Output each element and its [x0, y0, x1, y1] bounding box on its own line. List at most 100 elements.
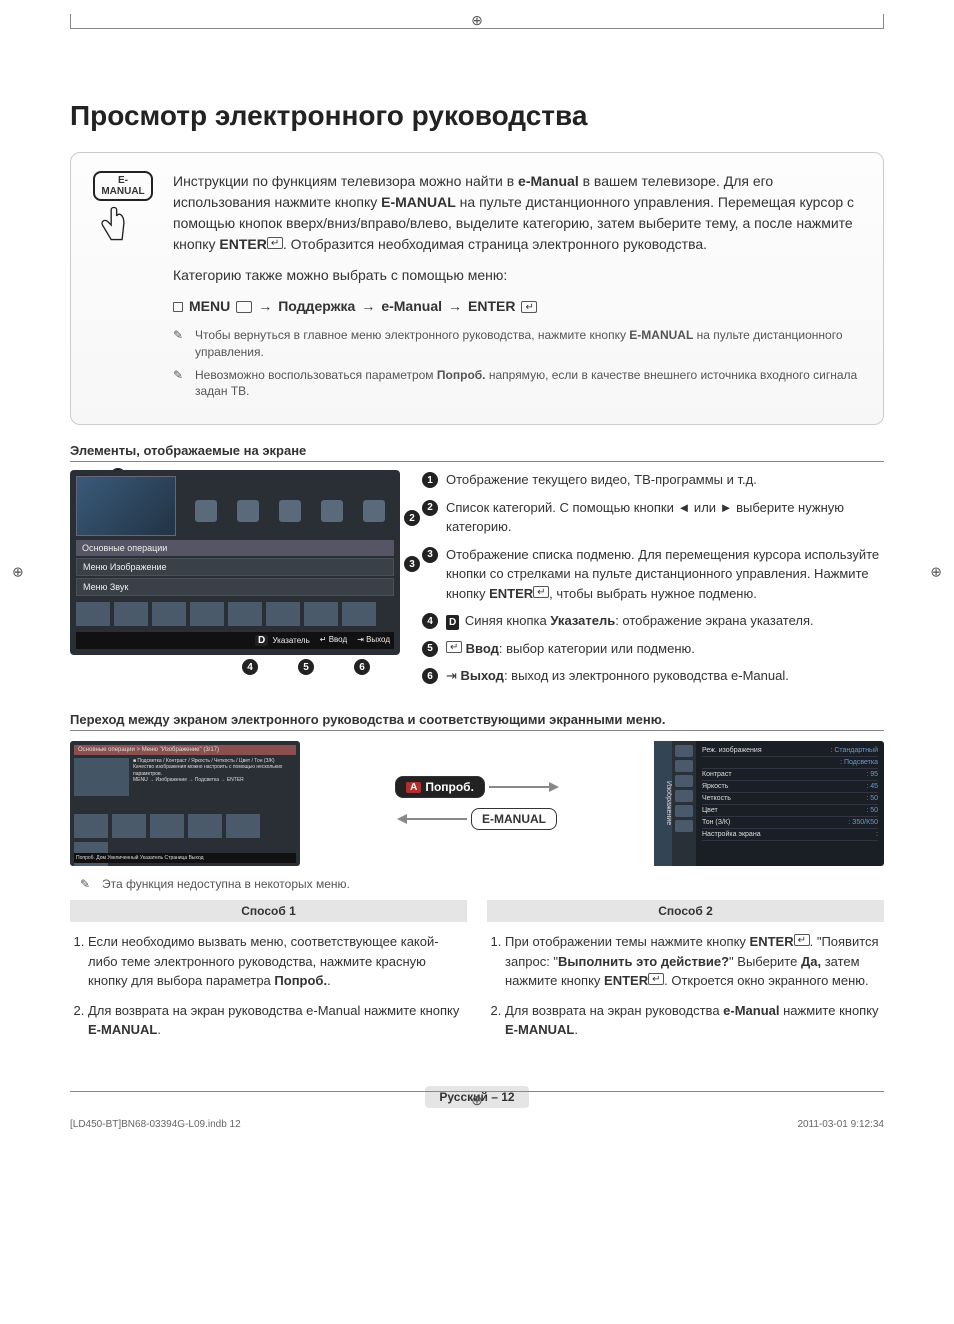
mini-thumb [74, 758, 129, 796]
transition-diagram: Основные операции > Меню "Изображение" (… [70, 741, 884, 866]
legend-text: Отображение текущего видео, ТВ-программы… [446, 470, 757, 490]
try-pill: AПопроб. [395, 776, 485, 798]
enter-icon [521, 301, 537, 313]
note-icon: ✎ [173, 367, 187, 401]
callout-3: 3 [404, 556, 420, 572]
note-3: ✎ Эта функция недоступна в некоторых мен… [80, 876, 884, 893]
text-bold: ENTER [489, 586, 533, 601]
section-transition-heading: Переход между экраном электронного руков… [70, 712, 884, 731]
arrow-left-icon [397, 812, 467, 826]
crop-mark-bottom: ⊕ [471, 1092, 483, 1109]
footer-index: Указатель [272, 636, 309, 645]
arrow: → [258, 296, 272, 317]
method-1: Способ 1 Если необходимо вызвать меню, с… [70, 900, 467, 1050]
emanual-pill: E-MANUAL [471, 808, 557, 830]
note-icon: ✎ [173, 327, 187, 361]
text: Чтобы вернуться в главное меню электронн… [195, 328, 629, 342]
tv-footer-bar: D Указатель ↵ Ввод ⇥ Выход [76, 632, 394, 649]
crop-mark-top: ⊕ [471, 12, 483, 29]
d-badge-icon: D [446, 615, 459, 630]
crop-mark-right: ⊕ [930, 563, 942, 580]
menu-icon [236, 301, 252, 313]
mini-header: Основные операции > Меню "Изображение" (… [74, 745, 296, 755]
text: Категорию также можно выбрать с помощью … [173, 265, 861, 286]
osd-menu-mini-screen: Изображение Реж. изображения: Стандартны… [654, 741, 884, 866]
text: , чтобы выбрать нужное подменю. [549, 586, 757, 601]
intro-box: E-MANUAL Инструкции по функциям телевизо… [70, 152, 884, 425]
tv-category-header: Основные операции [76, 540, 394, 556]
tv-screen-mock: Основные операции Меню Изображение Меню … [70, 470, 400, 655]
tv-menu-item: Меню Звук [76, 578, 394, 596]
a-badge-icon: A [406, 782, 421, 793]
tv-category-icons [190, 500, 390, 522]
arrow-column: AПопроб. E-MANUAL [395, 776, 559, 830]
tv-preview-thumb [76, 476, 176, 536]
menu-path: MENU → Поддержка → e-Manual → ENTER [173, 296, 861, 317]
manual-page: ⊕ ⊕ ⊕ ⊕ Просмотр электронного руководств… [0, 0, 954, 1144]
remote-icon [173, 302, 183, 312]
text: : выбор категории или подменю. [499, 641, 695, 656]
text: Синяя кнопка [465, 613, 550, 628]
tv-thumbnail-strip [76, 602, 394, 626]
emanual-button-label: E-MANUAL [93, 171, 153, 201]
note-1: ✎ Чтобы вернуться в главное меню электро… [173, 327, 861, 361]
arrow: → [361, 296, 375, 317]
menu-side-label: Изображение [654, 741, 672, 866]
method-2-step-1: При отображении темы нажмите кнопку ENTE… [505, 932, 884, 991]
menu-settings-list: Реж. изображения: Стандартный: Подсветка… [696, 741, 884, 866]
enter-label: ENTER [468, 296, 515, 317]
text: Эта функция недоступна в некоторых меню. [102, 876, 350, 893]
enter-icon [648, 973, 664, 985]
legend-list: 1 Отображение текущего видео, ТВ-программ… [422, 470, 884, 694]
text: Инструкции по функциям телевизора можно … [173, 173, 518, 189]
text: Невозможно воспользоваться параметром [195, 368, 437, 382]
enter-icon [446, 641, 462, 653]
arrow-right-icon [489, 780, 559, 794]
method-2: Способ 2 При отображении темы нажмите кн… [487, 900, 884, 1050]
footer-enter: Ввод [329, 635, 347, 644]
callout-2: 2 [404, 510, 420, 526]
cut-tick [883, 14, 884, 28]
note-icon: ✎ [80, 876, 94, 893]
emanual-label: e-Manual [381, 296, 442, 317]
cut-tick [70, 14, 71, 28]
text: . Отобразится необходимая страница элект… [283, 236, 707, 252]
crop-mark-left: ⊕ [12, 563, 24, 580]
enter-icon [794, 934, 810, 946]
text-bold: Выход [461, 668, 504, 683]
method-1-step-1: Если необходимо вызвать меню, соответств… [88, 932, 467, 991]
method-2-step-2: Для возврата на экран руководства e-Manu… [505, 1001, 884, 1040]
text-bold: Указатель [550, 613, 615, 628]
print-timestamp: 2011-03-01 9:12:34 [797, 1119, 884, 1130]
page-title: Просмотр электронного руководства [70, 100, 884, 132]
enter-icon [267, 237, 283, 249]
legend-num: 2 [422, 500, 438, 516]
mini-footer: Попроб. Дом Увеличенный Указатель Страни… [74, 853, 296, 863]
text-bold: ENTER [219, 236, 266, 252]
method-2-heading: Способ 2 [487, 900, 884, 922]
text-bold: E-MANUAL [381, 194, 456, 210]
text: : выход из электронного руководства e-Ma… [504, 668, 789, 683]
hand-icon [93, 205, 133, 255]
screen-elements-row: 1 2 3 Основные операции Меню Изображение… [70, 470, 884, 694]
methods-row: Способ 1 Если необходимо вызвать меню, с… [70, 900, 884, 1050]
emanual-mini-screen: Основные операции > Меню "Изображение" (… [70, 741, 300, 866]
cut-line-bottom [70, 1091, 884, 1092]
cut-line-top [70, 28, 884, 29]
emanual-remote-illustration: E-MANUAL [93, 171, 153, 406]
callout-5: 5 [298, 659, 314, 675]
text-bold: Ввод [466, 641, 499, 656]
text-bold: Попроб. [437, 368, 486, 382]
arrow: → [448, 296, 462, 317]
legend-num: 1 [422, 472, 438, 488]
intro-text: Инструкции по функциям телевизора можно … [173, 171, 861, 406]
mini-text-block: ■ Подсветка / Контраст / Яркость / Четко… [133, 758, 296, 796]
legend-num: 6 [422, 668, 438, 684]
section-elements-heading: Элементы, отображаемые на экране [70, 443, 884, 462]
footer-exit: Выход [366, 635, 390, 644]
method-1-step-2: Для возврата на экран руководства e-Manu… [88, 1001, 467, 1040]
note-2: ✎ Невозможно воспользоваться параметром … [173, 367, 861, 401]
callout-4: 4 [242, 659, 258, 675]
callout-6: 6 [354, 659, 370, 675]
legend-num: 3 [422, 547, 438, 563]
